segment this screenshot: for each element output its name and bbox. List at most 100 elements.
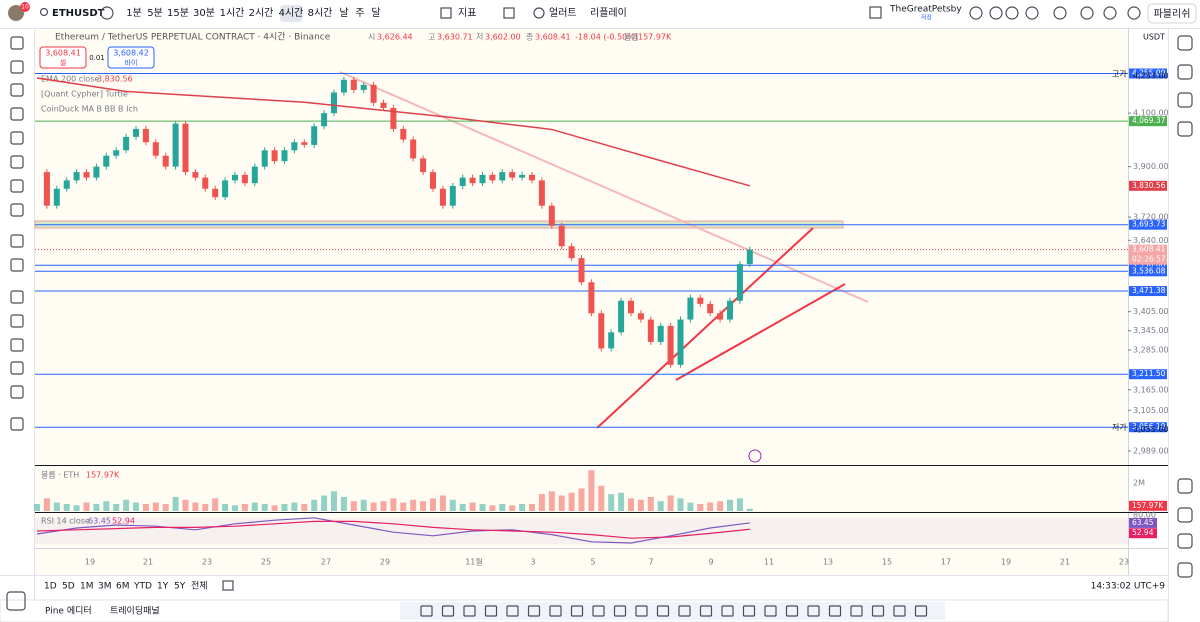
tool-icon[interactable] bbox=[6, 591, 26, 611]
range-button[interactable]: 1Y bbox=[157, 582, 169, 592]
tool-icon[interactable] bbox=[10, 131, 24, 145]
tool-icon[interactable] bbox=[10, 179, 24, 193]
draw-tool-icon[interactable] bbox=[785, 605, 799, 617]
interval[interactable]: 날 bbox=[339, 7, 348, 19]
interval[interactable]: 1분 bbox=[126, 7, 142, 19]
side-icon[interactable] bbox=[1177, 478, 1193, 494]
draw-tool-icon[interactable] bbox=[656, 605, 670, 617]
interval[interactable]: 15분 bbox=[167, 7, 189, 19]
interval[interactable]: 8시간 bbox=[308, 7, 333, 19]
layout-name[interactable]: TheGreatPetsby bbox=[889, 5, 962, 15]
range-button[interactable]: 1M bbox=[80, 582, 94, 592]
sell-button[interactable] bbox=[39, 46, 87, 69]
side-icon[interactable] bbox=[1177, 562, 1193, 578]
tool-icon[interactable] bbox=[10, 361, 24, 375]
badge bbox=[20, 2, 30, 12]
draw-tool-icon[interactable] bbox=[764, 605, 777, 617]
tool-icon[interactable] bbox=[10, 203, 24, 217]
top-icon[interactable] bbox=[1080, 6, 1094, 20]
interval[interactable]: 2시간 bbox=[249, 7, 274, 19]
tool-icon[interactable] bbox=[10, 258, 24, 272]
volume-bar bbox=[331, 491, 337, 511]
publish-button[interactable] bbox=[1147, 3, 1197, 24]
rsi-tag: 63.45 bbox=[1132, 518, 1154, 527]
draw-tool-icon[interactable] bbox=[699, 605, 713, 617]
side-icon[interactable] bbox=[1177, 507, 1193, 523]
range-button[interactable]: YTD bbox=[133, 582, 152, 592]
draw-tool-icon[interactable] bbox=[678, 605, 691, 617]
tool-icon[interactable] bbox=[10, 314, 24, 328]
tool-icon[interactable] bbox=[10, 83, 24, 97]
interval[interactable]: 4시간 bbox=[279, 7, 304, 19]
avatar[interactable] bbox=[8, 5, 24, 21]
buy-button[interactable] bbox=[107, 46, 155, 69]
indicators-button[interactable]: 지표 bbox=[458, 7, 476, 19]
panel-tab[interactable]: Pine 에디터 bbox=[45, 606, 92, 617]
symbol[interactable]: ETHUSDT bbox=[52, 8, 105, 19]
draw-tool-icon[interactable] bbox=[420, 605, 433, 617]
checkbox[interactable] bbox=[869, 6, 882, 19]
top-icon[interactable] bbox=[1103, 6, 1117, 20]
tool-icon[interactable] bbox=[10, 155, 24, 169]
top-icon[interactable] bbox=[1005, 6, 1019, 20]
interval[interactable]: 주 bbox=[355, 8, 364, 19]
side-icon[interactable] bbox=[1177, 121, 1193, 137]
interval[interactable]: 30분 bbox=[193, 7, 215, 19]
draw-tool-icon[interactable] bbox=[721, 605, 734, 617]
tool-icon[interactable] bbox=[10, 36, 24, 50]
interval[interactable]: 1시간 bbox=[220, 7, 245, 19]
side-icon[interactable] bbox=[1177, 64, 1193, 80]
top-icon[interactable] bbox=[1053, 6, 1067, 20]
draw-tool-icon[interactable] bbox=[484, 605, 498, 617]
tool-icon[interactable] bbox=[10, 385, 24, 399]
candle bbox=[53, 188, 60, 206]
currency[interactable]: USDT bbox=[1143, 33, 1165, 42]
draw-tool-icon[interactable] bbox=[463, 605, 476, 617]
tool-icon[interactable] bbox=[10, 107, 24, 121]
top-icon[interactable] bbox=[1127, 6, 1141, 20]
tool-icon[interactable] bbox=[10, 60, 24, 74]
draw-tool-icon[interactable] bbox=[828, 605, 842, 617]
interval[interactable]: 달 bbox=[371, 7, 380, 19]
range-button[interactable]: 3M bbox=[98, 582, 112, 592]
replay-button[interactable]: 리플레이 bbox=[590, 7, 627, 19]
top-icon[interactable] bbox=[969, 6, 983, 20]
side-icon[interactable] bbox=[1177, 92, 1193, 108]
layout-icon[interactable] bbox=[503, 7, 515, 19]
tool-icon[interactable] bbox=[10, 417, 24, 431]
candle bbox=[63, 180, 70, 189]
side-icon[interactable] bbox=[1177, 533, 1193, 549]
top-icon[interactable] bbox=[989, 6, 1003, 20]
tool-icon[interactable] bbox=[10, 290, 24, 304]
draw-tool-icon[interactable] bbox=[850, 605, 863, 617]
draw-tool-icon[interactable] bbox=[613, 605, 627, 617]
draw-tool-icon[interactable] bbox=[570, 605, 584, 617]
draw-tool-icon[interactable] bbox=[914, 605, 928, 617]
rsi-tick: 80.00 bbox=[1133, 511, 1156, 520]
side-icon[interactable] bbox=[1177, 35, 1193, 51]
draw-tool-icon[interactable] bbox=[893, 605, 906, 617]
range-button[interactable]: 5D bbox=[62, 582, 75, 592]
draw-tool-icon[interactable] bbox=[549, 605, 562, 617]
panel-tab[interactable]: 트레이딩패널 bbox=[110, 606, 160, 617]
date-range-icon[interactable] bbox=[222, 580, 234, 591]
range-button[interactable]: 전체 bbox=[191, 581, 208, 592]
draw-tool-icon[interactable] bbox=[871, 605, 885, 617]
interval[interactable]: 5분 bbox=[147, 7, 163, 19]
range-button[interactable]: 5Y bbox=[174, 582, 186, 592]
draw-tool-icon[interactable] bbox=[742, 605, 756, 617]
event-icon[interactable] bbox=[748, 449, 762, 463]
alert-button[interactable]: 얼러트 bbox=[549, 7, 577, 19]
range-button[interactable]: 1D bbox=[44, 582, 57, 592]
draw-tool-icon[interactable] bbox=[592, 605, 605, 617]
tool-icon[interactable] bbox=[10, 338, 24, 352]
draw-tool-icon[interactable] bbox=[807, 605, 820, 617]
top-icon[interactable] bbox=[1025, 6, 1039, 20]
draw-tool-icon[interactable] bbox=[635, 605, 648, 617]
draw-tool-icon[interactable] bbox=[527, 605, 541, 617]
draw-tool-icon[interactable] bbox=[506, 605, 519, 617]
draw-tool-icon[interactable] bbox=[441, 605, 455, 617]
tool-icon[interactable] bbox=[10, 234, 24, 248]
range-button[interactable]: 6M bbox=[116, 582, 130, 592]
add-icon[interactable] bbox=[100, 6, 114, 20]
